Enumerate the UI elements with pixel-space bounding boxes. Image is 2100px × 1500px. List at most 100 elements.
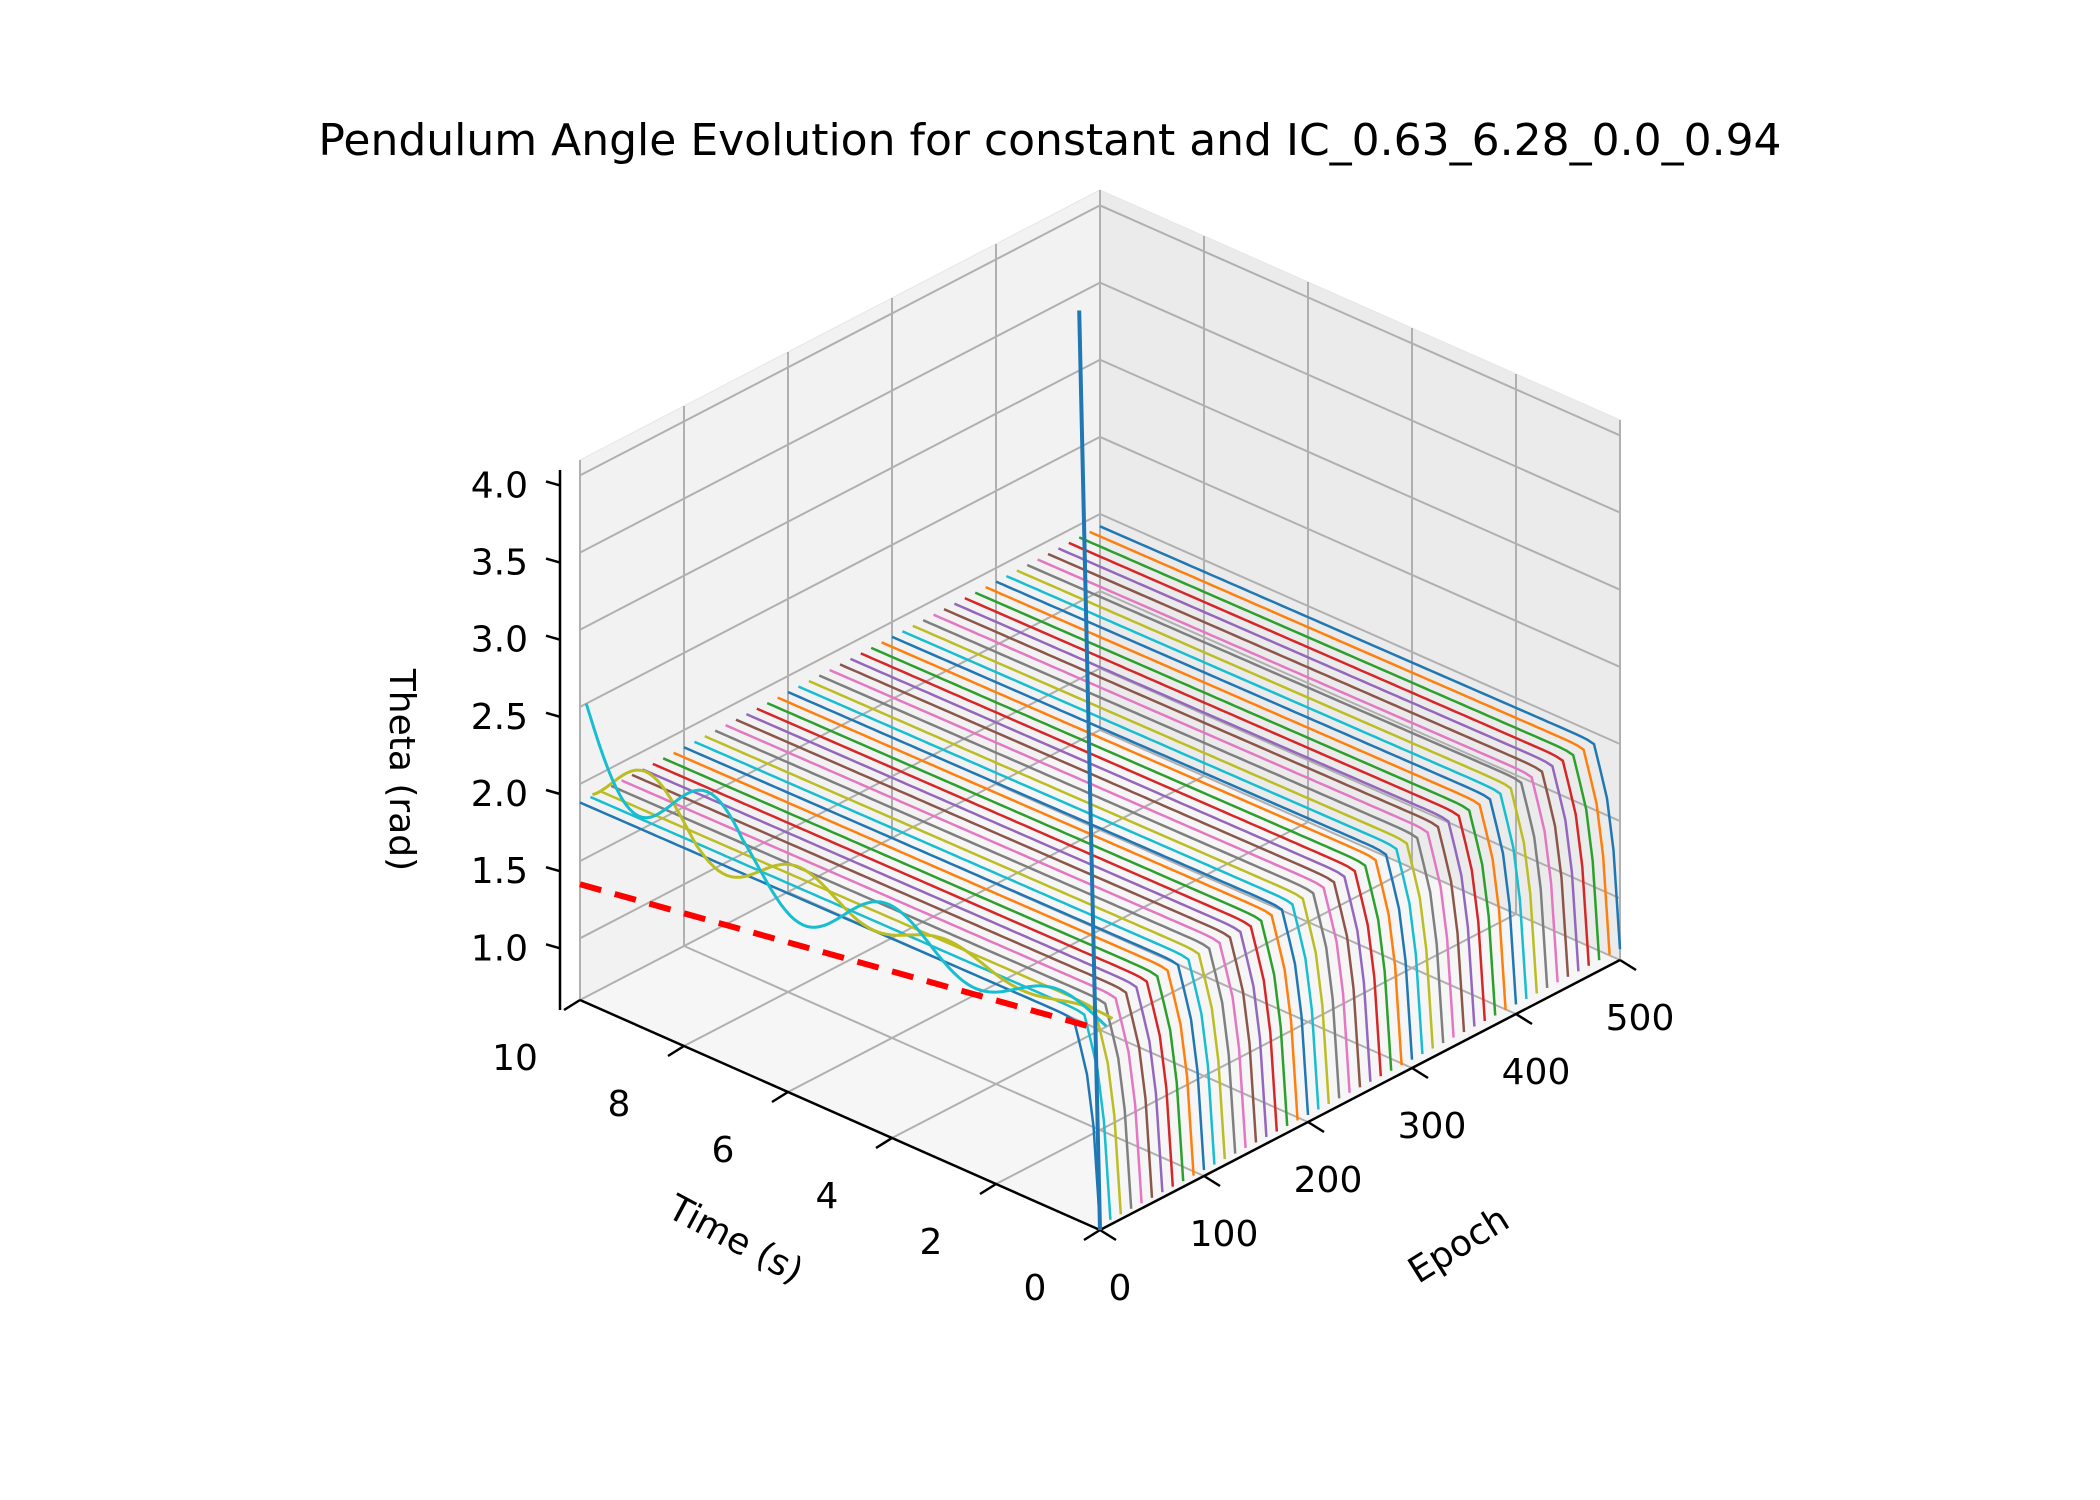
- series-line: [891, 635, 1414, 1060]
- series-line: [725, 724, 1247, 1149]
- series-line: [1057, 547, 1580, 972]
- z-tick-label: 1.5: [471, 851, 528, 892]
- grid-line-theta: [579, 204, 1621, 477]
- series-line: [766, 701, 1289, 1126]
- x-tick-mark: [1203, 1174, 1221, 1188]
- y-tick-label: 10: [492, 1038, 538, 1079]
- series-line: [693, 740, 1216, 1165]
- series-line: [985, 585, 1507, 1011]
- grid-line-theta: [579, 512, 1621, 785]
- x-tick-label: 400: [1502, 1052, 1571, 1093]
- series-line: [1016, 569, 1539, 994]
- y-tick-mark: [563, 998, 581, 1012]
- grid-line-theta: [579, 589, 1621, 862]
- y-tick-label: 2: [920, 1222, 943, 1263]
- x-tick-mark: [1619, 958, 1637, 972]
- x-tick-mark: [1515, 1012, 1533, 1026]
- series-line: [673, 751, 1195, 1176]
- axis-lines: [545, 470, 1637, 1242]
- z-tick-label: 2.5: [471, 697, 528, 738]
- x-tick-label: 500: [1606, 998, 1675, 1039]
- series-line: [1089, 530, 1611, 955]
- grid-line-time: [579, 190, 1101, 1001]
- series-lines: [579, 310, 1622, 1231]
- series-line-spike: [1077, 310, 1102, 1231]
- y-tick-mark: [667, 1044, 685, 1058]
- z-tick-mark: [545, 943, 561, 950]
- y-axis-line: [579, 998, 1101, 1232]
- z-tick-mark: [545, 557, 561, 564]
- x-axis-label: Epoch: [1401, 1199, 1516, 1292]
- series-line: [995, 580, 1518, 1005]
- series-line: [745, 712, 1268, 1138]
- grid-line-theta: [579, 358, 1621, 631]
- grid-line-theta: [579, 435, 1621, 708]
- x-tick-label: 100: [1190, 1214, 1259, 1255]
- grid-line-time: [787, 282, 1309, 1093]
- series-line: [1068, 541, 1591, 966]
- series-line: [943, 608, 1466, 1033]
- series-line: [818, 674, 1341, 1099]
- series-line: [870, 646, 1393, 1071]
- grid-line-theta: [579, 281, 1621, 554]
- series-line: [777, 696, 1299, 1121]
- series-line: [1078, 536, 1601, 961]
- y-tick-mark: [875, 1136, 893, 1150]
- series-line: [1099, 525, 1622, 950]
- z-tick-mark: [545, 865, 561, 873]
- x-tick-mark: [1099, 1228, 1117, 1242]
- y-tick-label: 0: [1024, 1268, 1047, 1309]
- grid-line-time: [683, 236, 1205, 1047]
- series-line-oscillating-olive: [592, 768, 1114, 1020]
- y-axis-label: Time (s): [660, 1187, 809, 1292]
- z-axis-label: Theta (rad): [381, 668, 422, 871]
- series-line: [787, 690, 1310, 1115]
- series-line: [704, 735, 1227, 1160]
- series-line: [933, 613, 1455, 1038]
- y-tick-mark: [1083, 1228, 1101, 1242]
- x-tick-label: 300: [1398, 1106, 1467, 1147]
- series-line: [922, 619, 1445, 1044]
- y-tick-mark: [771, 1090, 789, 1104]
- series-line: [662, 757, 1185, 1182]
- z-tick-mark: [545, 480, 561, 487]
- z-tick-label: 2.0: [471, 774, 528, 815]
- series-line: [839, 663, 1362, 1088]
- x-tick-mark: [1307, 1120, 1325, 1134]
- series-line: [808, 679, 1331, 1104]
- series-line: [1005, 574, 1528, 999]
- z-tick-label: 1.0: [471, 928, 528, 969]
- series-line: [683, 746, 1206, 1171]
- series-line: [797, 685, 1320, 1110]
- series-line: [641, 768, 1164, 1193]
- series-line: [610, 784, 1133, 1209]
- series-line: [735, 718, 1258, 1143]
- series-line: [881, 641, 1403, 1066]
- series-line-oscillating-cyan: [584, 703, 1108, 1028]
- series-line: [901, 630, 1424, 1055]
- y-tick-label: 6: [712, 1130, 735, 1171]
- series-line: [849, 657, 1372, 1082]
- x-tick-mark: [1411, 1066, 1429, 1080]
- z-tick-label: 3.0: [471, 620, 528, 661]
- z-tick-mark: [545, 711, 561, 719]
- series-line: [860, 652, 1383, 1077]
- series-line: [953, 602, 1476, 1027]
- series-line: [964, 596, 1487, 1022]
- y-tick-mark: [979, 1182, 997, 1196]
- reference-line-dashed: [579, 881, 1101, 1033]
- y-tick-label: 4: [816, 1176, 839, 1217]
- grid-line-time: [995, 374, 1517, 1185]
- series-line: [1026, 563, 1549, 988]
- y-tick-label: 8: [608, 1084, 631, 1125]
- series-line: [621, 779, 1143, 1204]
- series-line: [714, 729, 1237, 1154]
- z-tick-label: 3.5: [471, 543, 528, 584]
- series-line: [974, 591, 1497, 1016]
- x-tick-label: 200: [1294, 1160, 1363, 1201]
- series-line: [1047, 552, 1570, 977]
- z-tick-mark: [545, 634, 561, 641]
- z-tick-label: 4.0: [471, 465, 528, 506]
- series-line: [756, 707, 1279, 1132]
